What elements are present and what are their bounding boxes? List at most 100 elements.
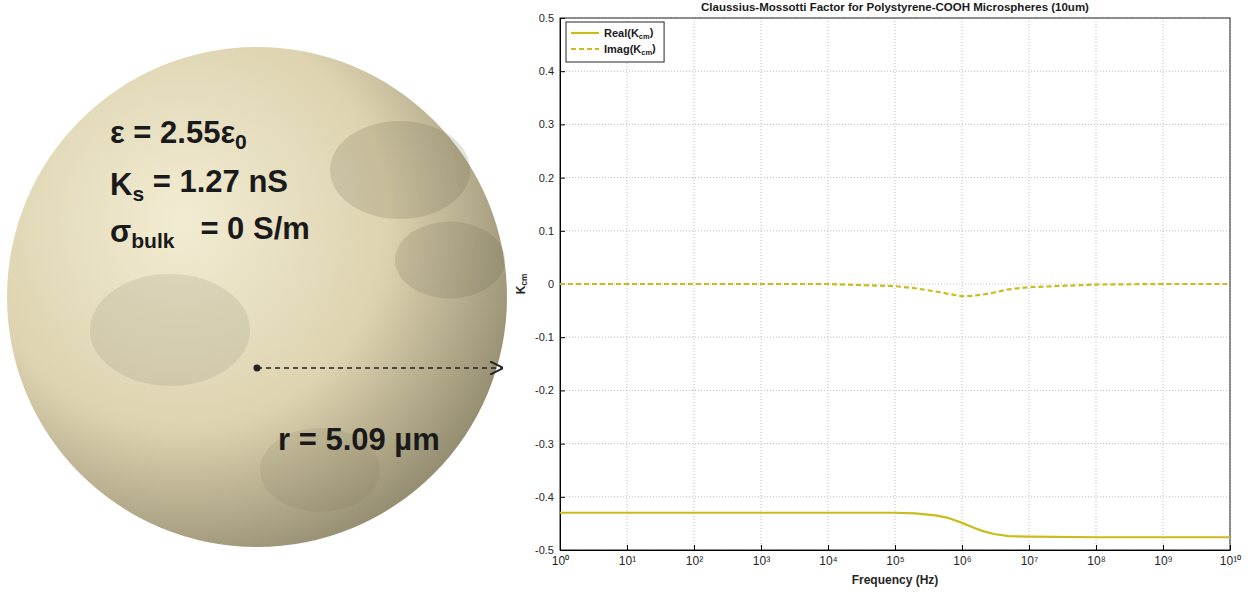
subscript: cm: [520, 274, 529, 286]
grid-line-y: [560, 337, 1230, 338]
tick-label: 0: [548, 278, 554, 290]
legend-label: Real(Kcm): [604, 26, 654, 41]
tick-label: -0.5: [535, 544, 554, 556]
tick-mark: [828, 545, 829, 550]
annotation: r = 5.09 µm: [278, 422, 440, 457]
tick-mark: [895, 545, 896, 550]
text-part: = 0 S/m: [175, 211, 310, 246]
tick: 10⁷: [1021, 545, 1039, 568]
tick: 10⁵: [886, 545, 904, 568]
legend-box: [566, 22, 664, 62]
text-part: Imag(K: [604, 43, 641, 55]
tick-label: 10⁵: [886, 554, 904, 568]
tick: 10¹: [619, 545, 636, 568]
subscript: cm: [639, 32, 650, 41]
tick-label: 0.3: [539, 118, 554, 130]
tick: 10⁴: [819, 545, 838, 568]
tick-mark: [1230, 545, 1231, 550]
grid-line-y: [560, 71, 1230, 72]
tick-mark: [560, 178, 565, 179]
text-part: ): [650, 26, 654, 38]
tick-mark: [694, 545, 695, 550]
text-part: K: [514, 285, 528, 294]
tick-label: 10⁷: [1021, 554, 1039, 568]
tick-mark: [1096, 545, 1097, 550]
plot-background: [560, 18, 1230, 550]
subscript: s: [132, 182, 144, 205]
text-part: Real(K: [604, 27, 639, 39]
annotation: σbulk = 0 S/m: [110, 211, 310, 252]
series-line: [560, 513, 1230, 537]
tick-label: 0.2: [539, 172, 554, 184]
tick-label: 0.4: [539, 65, 554, 77]
tick-label: -0.1: [535, 331, 554, 343]
tick: -0.2: [535, 384, 565, 396]
tick: 0.4: [539, 65, 565, 77]
tick-mark: [962, 545, 963, 550]
x-axis-title: Frequency (Hz): [852, 573, 939, 587]
tick-mark: [560, 18, 565, 19]
grid-line-y: [560, 496, 1230, 497]
grid-line-x: [895, 18, 896, 550]
grid-line-y: [560, 390, 1230, 391]
plot-frame: [560, 18, 1230, 550]
series-group: [560, 284, 1230, 537]
tick: -0.3: [535, 438, 565, 450]
tick: 0.1: [539, 225, 565, 237]
tick-label: 10¹: [619, 554, 636, 568]
legend-swatch: [571, 32, 599, 34]
subscript: cm: [641, 48, 652, 57]
grid-line-y: [560, 177, 1230, 178]
tick: 10⁶: [953, 545, 971, 568]
annotation: Ks = 1.27 nS: [110, 164, 288, 205]
grid-line-y: [560, 443, 1230, 444]
tick-mark: [1163, 545, 1164, 550]
tick-mark: [560, 444, 565, 445]
tick-label: -0.2: [535, 384, 554, 396]
sphere-shade: [90, 274, 250, 386]
tick-label: 10³: [753, 554, 770, 568]
tick-mark: [560, 550, 565, 551]
grid: [560, 18, 1230, 550]
sphere-shade: [330, 121, 470, 219]
tick-mark: [560, 390, 565, 391]
tick-label: 10⁰: [552, 554, 569, 568]
chart-title: Claussius-Mossotti Factor for Polystyren…: [701, 1, 1089, 13]
tick-mark: [560, 497, 565, 498]
tick-mark: [560, 337, 565, 338]
tick-mark: [560, 231, 565, 232]
subscript: bulk: [131, 229, 175, 252]
tick-label: 10⁶: [953, 554, 971, 568]
tick-label: 10⁴: [819, 554, 838, 568]
text-part: σ: [110, 214, 131, 249]
tick-label: 10⁸: [1087, 554, 1105, 568]
sphere: [7, 47, 507, 547]
tick-label: -0.4: [535, 491, 554, 503]
sphere-shade: [395, 222, 505, 299]
x-axis: 10⁰ 10¹ 10² 10³ 10⁴ 10⁵ 10⁶ 10⁷ 10⁸ 10⁹ 10¹⁰: [552, 545, 1241, 568]
tick-label: 10¹⁰: [1220, 554, 1241, 568]
annotation: ε = 2.55ε0: [110, 115, 247, 153]
tick-label: 10⁹: [1154, 554, 1173, 568]
tick-label: -0.3: [535, 438, 554, 450]
tick: -0.1: [535, 331, 565, 343]
tick: 10⁸: [1087, 545, 1105, 568]
text-part: ): [652, 42, 656, 54]
y-axis-title: Kcm: [514, 274, 529, 294]
tick: 10¹⁰: [1220, 545, 1241, 568]
legend: Real(Kcm)Imag(Kcm): [566, 22, 664, 62]
tick: 10²: [686, 545, 703, 568]
grid-line-y: [560, 124, 1230, 125]
text-part: = 1.27 nS: [144, 164, 288, 199]
text-part: r = 5.09 µm: [278, 422, 440, 457]
figure: ε = 2.55ε0 Ks = 1.27 nS σbulk = 0 S/m r = 5…: [0, 0, 1253, 593]
tick-mark: [560, 71, 565, 72]
grid-line-y: [560, 230, 1230, 231]
grid-line-x: [694, 18, 695, 550]
tick: 10³: [753, 545, 770, 568]
tick-mark: [761, 545, 762, 550]
tick-label: 0.5: [539, 12, 554, 24]
tick: 0.2: [539, 172, 565, 184]
tick-mark: [1029, 545, 1030, 550]
tick: 10⁹: [1154, 545, 1173, 568]
